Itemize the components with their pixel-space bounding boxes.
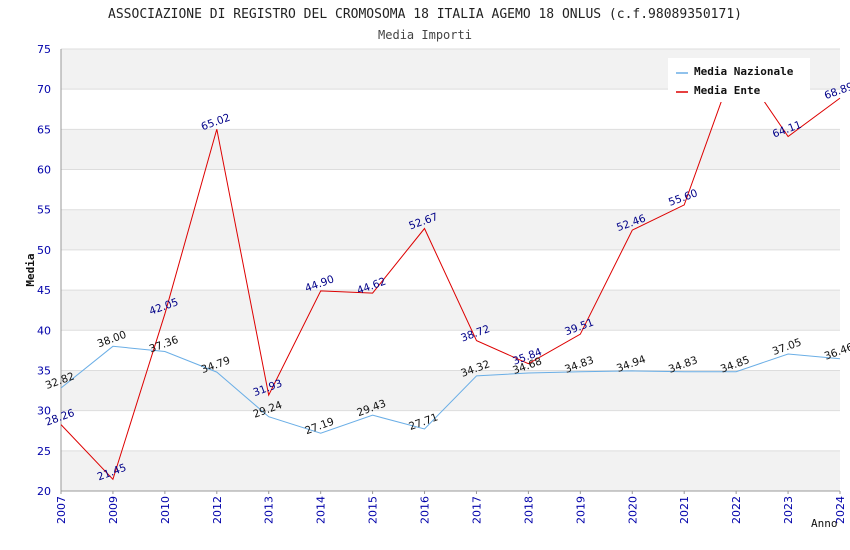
- x-axis-title: Anno: [811, 517, 838, 530]
- y-tick-label: 50: [37, 244, 51, 257]
- legend-label-media-ente: Media Ente: [694, 84, 761, 97]
- y-tick-label: 25: [37, 445, 51, 458]
- x-tick-label: 2024: [834, 496, 847, 524]
- legend-label-media-nazionale: Media Nazionale: [694, 65, 794, 78]
- y-tick-label: 60: [37, 164, 51, 177]
- y-tick-label: 35: [37, 364, 51, 377]
- grid-band: [61, 129, 840, 170]
- y-tick-label: 30: [37, 405, 51, 418]
- background-bands: [61, 49, 840, 491]
- x-tick-label: 2009: [107, 496, 120, 524]
- legend-box: [668, 58, 810, 102]
- chart-subtitle: Media Importi: [378, 28, 472, 42]
- series-line-media-ente: [60, 59, 841, 481]
- chart-title: ASSOCIAZIONE DI REGISTRO DEL CROMOSOMA 1…: [108, 7, 742, 22]
- x-tick-label: 2017: [470, 496, 483, 524]
- grid-band: [61, 370, 840, 411]
- series-line-media-nazionale: [60, 345, 841, 434]
- y-tick-label: 45: [37, 284, 51, 297]
- y-tick-label: 55: [37, 204, 51, 217]
- x-tick-label: 2018: [522, 496, 535, 524]
- y-tick-label: 65: [37, 123, 51, 136]
- grid-band: [61, 209, 840, 250]
- grid-band: [61, 450, 840, 491]
- y-tick-label: 75: [37, 43, 51, 56]
- y-tick-label: 40: [37, 324, 51, 337]
- y-tick-labels: 20 25 30 35 40 45 50 55 60 65 70 75: [37, 43, 51, 498]
- x-tick-label: 2021: [678, 496, 691, 524]
- y-tick-label: 70: [37, 83, 51, 96]
- x-tick-label: 2014: [315, 496, 328, 524]
- x-tick-labels: 2007 2009 2010 2012 2013 2014 2015 2016 2017 2018…: [55, 491, 847, 524]
- x-tick-label: 2007: [55, 496, 68, 524]
- y-axis-title: Media: [24, 253, 37, 286]
- series-lines: [60, 59, 841, 481]
- grid-band: [61, 330, 840, 371]
- grid-band: [61, 169, 840, 210]
- x-tick-label: 2015: [367, 496, 380, 524]
- x-tick-label: 2022: [730, 496, 743, 524]
- x-tick-label: 2012: [211, 496, 224, 524]
- x-tick-label: 2016: [419, 496, 432, 524]
- x-tick-label: 2013: [263, 496, 276, 524]
- x-tick-label: 2019: [574, 496, 587, 524]
- x-tick-label: 2010: [159, 496, 172, 524]
- y-tick-label: 20: [37, 485, 51, 498]
- grid-band: [61, 290, 840, 331]
- legend: Media Nazionale Media Ente: [668, 58, 810, 102]
- x-tick-label: 2023: [782, 496, 795, 524]
- grid-band: [61, 410, 840, 451]
- x-tick-label: 2020: [626, 496, 639, 524]
